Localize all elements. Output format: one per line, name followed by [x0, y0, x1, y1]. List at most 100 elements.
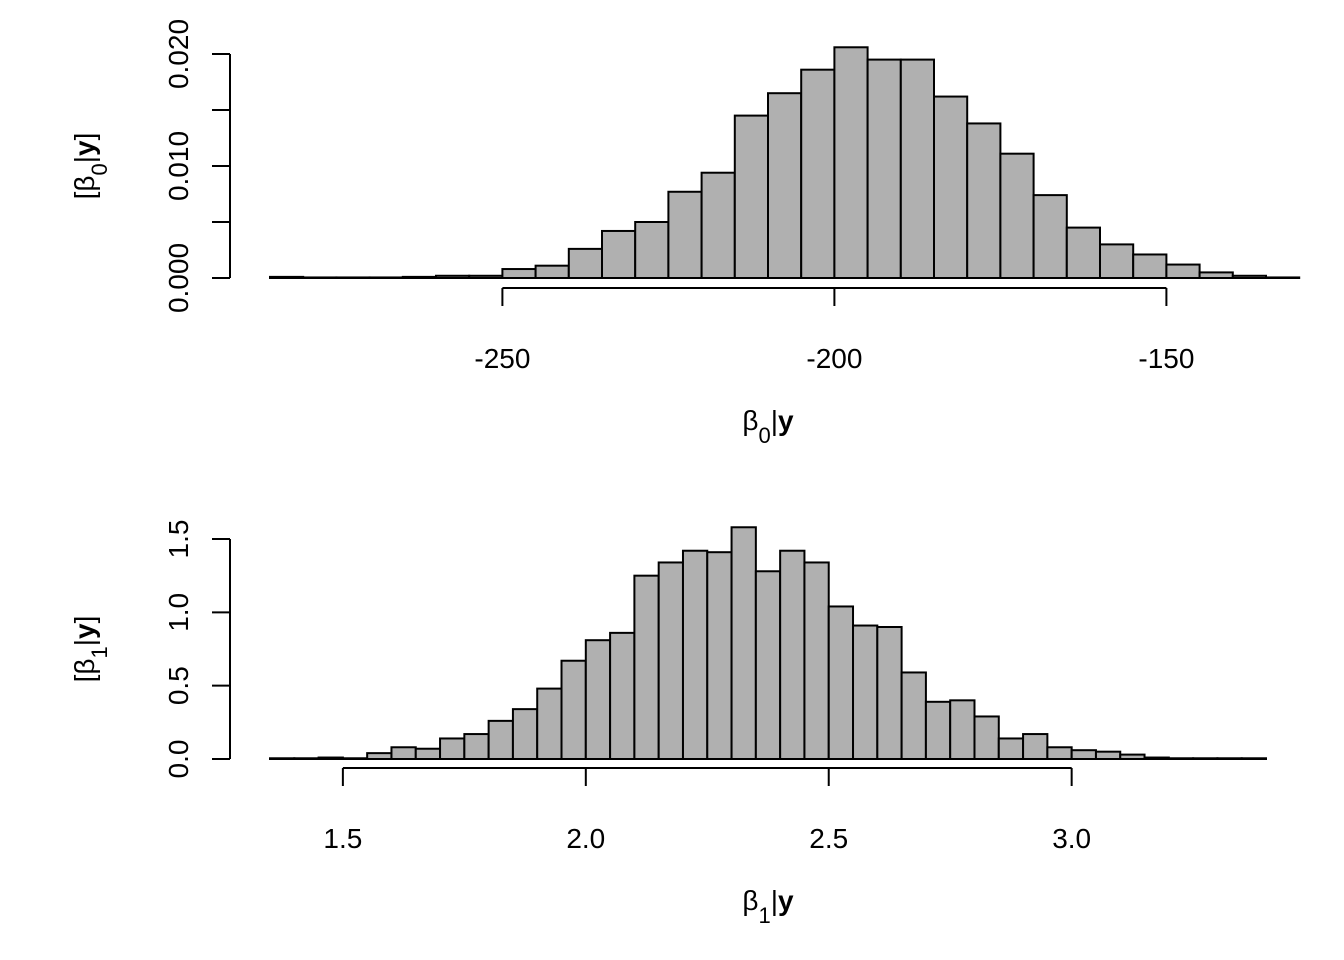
histogram-bar	[1094, 750, 1122, 761]
histogram-bar	[1231, 274, 1268, 280]
histogram-bar	[733, 114, 769, 279]
beta1-posterior-histogram: 1.5 2.0 2.5 3.00.00.51.01.5β1|y[β1|y]	[69, 520, 1267, 928]
x-axis: -250 -200 -150	[474, 287, 1194, 374]
y-axis-title-bar: |	[69, 639, 100, 646]
histogram-bar	[468, 274, 504, 280]
y-axis-title-open: [	[69, 191, 100, 199]
histogram-bar	[999, 152, 1035, 279]
histogram-bar	[667, 190, 703, 279]
y-axis-title-bar: |	[69, 156, 100, 163]
histogram-bar	[634, 221, 670, 279]
histogram-bar	[1065, 226, 1102, 280]
y-axis-title: [β1|y]	[69, 616, 112, 683]
y-tick-label: 0.0	[163, 740, 194, 779]
x-axis-title-sub: 1	[759, 903, 771, 928]
histogram-bar	[560, 659, 587, 761]
y-tick-label: 0.010	[163, 131, 194, 201]
histogram-bar	[997, 737, 1025, 761]
histogram-bar	[1022, 733, 1049, 760]
histogram-bar	[567, 247, 603, 280]
histogram-bar	[609, 631, 636, 760]
histogram-bar	[966, 122, 1002, 279]
y-axis-title-symbol: β	[69, 176, 100, 192]
y-tick-label: 0.000	[163, 243, 194, 313]
x-axis-title-bar: |	[771, 405, 778, 436]
histogram-bar	[924, 700, 952, 760]
histogram-bar	[876, 626, 903, 760]
histogram-bar	[1198, 271, 1234, 279]
histogram-bar	[414, 747, 442, 761]
histogram-bar	[511, 708, 539, 761]
histogram-bar	[800, 68, 836, 280]
x-axis-title-bold: y	[778, 885, 794, 916]
histogram-bar	[899, 58, 935, 279]
histogram-bar	[700, 171, 736, 279]
x-axis-title-sub: 0	[759, 423, 771, 448]
histogram-bar	[852, 624, 879, 760]
histogram-bar	[767, 92, 803, 279]
histogram-bar	[803, 561, 830, 761]
histogram-bar	[730, 526, 757, 760]
x-tick-label: 3.0	[1052, 823, 1091, 854]
histogram-bar	[1216, 757, 1243, 760]
histogram-bar	[1046, 746, 1073, 760]
histogram-bar	[335, 276, 371, 280]
bars	[269, 46, 1301, 280]
histogram-bar	[1265, 276, 1301, 280]
y-axis: 0.000 0.010 0.020	[163, 19, 231, 313]
histogram-bar	[1192, 757, 1219, 760]
y-axis-title-close: ]	[69, 133, 100, 141]
histogram-bar	[866, 58, 902, 279]
histogram-bar	[302, 276, 338, 280]
x-axis: 1.5 2.0 2.5 3.0	[323, 767, 1091, 854]
histogram-bar	[1132, 253, 1168, 279]
histogram-bar	[536, 687, 563, 760]
y-axis-title-open: [	[69, 674, 100, 682]
histogram-bar	[1143, 756, 1170, 760]
x-tick-label: -250	[474, 343, 530, 374]
histogram-bar	[1070, 749, 1097, 761]
histogram-bar	[341, 757, 369, 760]
histogram-bar	[390, 746, 417, 760]
histogram-bar	[633, 574, 660, 761]
histogram-bar	[601, 229, 637, 280]
y-axis-title-sub: 0	[87, 163, 112, 175]
histogram-bar	[833, 46, 869, 279]
histogram-bar	[706, 551, 733, 761]
histogram-bar	[435, 274, 471, 280]
histogram-bar	[681, 549, 709, 760]
x-axis-title: β1|y	[742, 885, 794, 928]
histogram-bar	[534, 264, 570, 279]
histogram-bar	[487, 719, 514, 760]
y-tick-label: 0.020	[163, 19, 194, 89]
y-tick-label: 0.5	[163, 666, 194, 705]
histogram-bar	[1119, 753, 1146, 760]
y-tick-label: 1.0	[163, 593, 194, 632]
x-axis-title-symbol: β	[742, 885, 758, 916]
y-axis-title-bold: y	[69, 140, 100, 156]
histogram-bar	[827, 605, 855, 761]
y-axis-title-sub: 1	[87, 646, 112, 658]
histogram-bar	[933, 95, 969, 279]
histogram-bar	[401, 275, 437, 280]
histogram-bar	[1099, 243, 1135, 279]
y-axis: 0.0 0.5 1.0 1.5	[163, 520, 231, 779]
histogram-bar	[779, 549, 806, 760]
histogram-bar	[584, 639, 612, 761]
x-tick-label: 1.5	[323, 823, 362, 854]
histogram-bar	[1167, 757, 1195, 760]
y-axis-title-close: ]	[69, 616, 100, 624]
x-tick-label: 2.5	[809, 823, 848, 854]
histogram-bar	[366, 752, 393, 761]
histogram-bar	[900, 671, 927, 761]
histogram-bar	[269, 275, 305, 280]
histogram-bar	[317, 756, 344, 760]
x-axis-title: β0|y	[742, 405, 794, 448]
y-axis-title-symbol: β	[69, 659, 100, 675]
y-axis-title-bold: y	[69, 623, 100, 639]
histogram-bar	[754, 570, 782, 760]
histogram-bar	[368, 276, 404, 280]
histogram-bar	[269, 757, 296, 760]
